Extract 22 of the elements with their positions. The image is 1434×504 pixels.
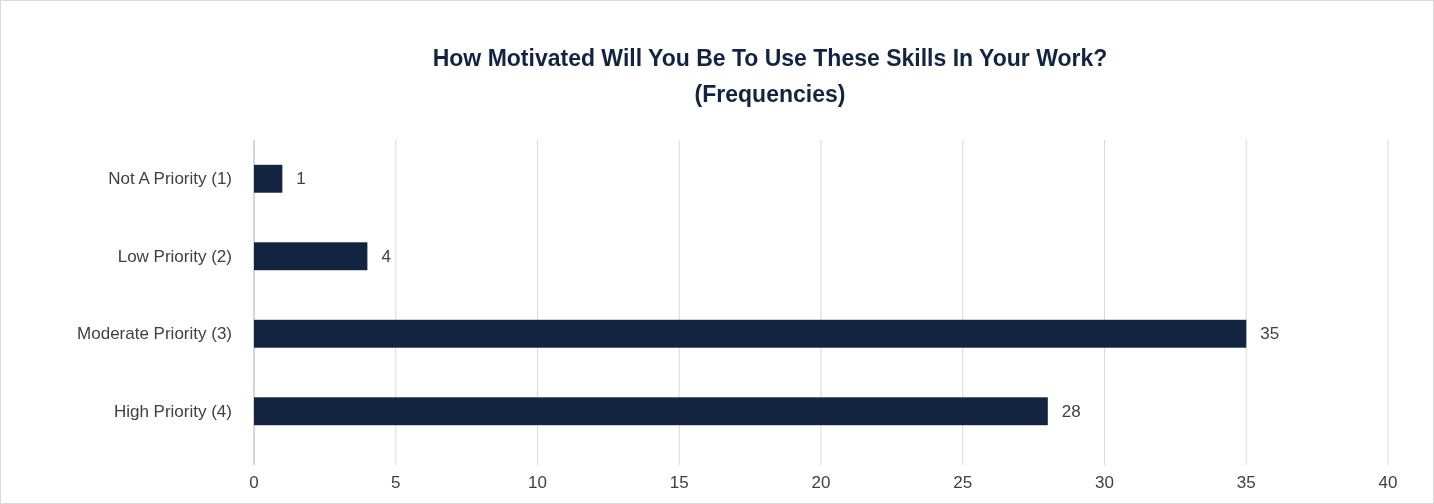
chart-title: How Motivated Will You Be To Use These Skills In Your Work? (Frequencies) bbox=[432, 45, 1108, 107]
y-tick-label: Low Priority (2) bbox=[117, 246, 232, 266]
x-tick-label: 5 bbox=[391, 472, 401, 492]
x-tick-label: 20 bbox=[811, 472, 831, 492]
bar bbox=[254, 319, 1247, 348]
x-tick-label: 30 bbox=[1095, 472, 1114, 492]
x-tick-label: 35 bbox=[1236, 472, 1256, 492]
data-label: 35 bbox=[1260, 324, 1280, 344]
data-label: 4 bbox=[381, 246, 391, 266]
bar bbox=[254, 397, 1048, 426]
data-label: 28 bbox=[1061, 401, 1081, 421]
bar bbox=[254, 242, 368, 271]
x-tick-label: 0 bbox=[249, 472, 259, 492]
x-tick-label: 40 bbox=[1378, 472, 1398, 492]
bar bbox=[254, 164, 283, 193]
x-tick-label: 25 bbox=[953, 472, 973, 492]
y-tick-label: Moderate Priority (3) bbox=[77, 324, 232, 344]
y-tick-label: Not A Priority (1) bbox=[108, 169, 232, 189]
x-tick-label: 10 bbox=[528, 472, 547, 492]
x-tick-label: 15 bbox=[669, 472, 689, 492]
data-label: 1 bbox=[296, 169, 306, 189]
y-tick-label: High Priority (4) bbox=[113, 401, 232, 421]
